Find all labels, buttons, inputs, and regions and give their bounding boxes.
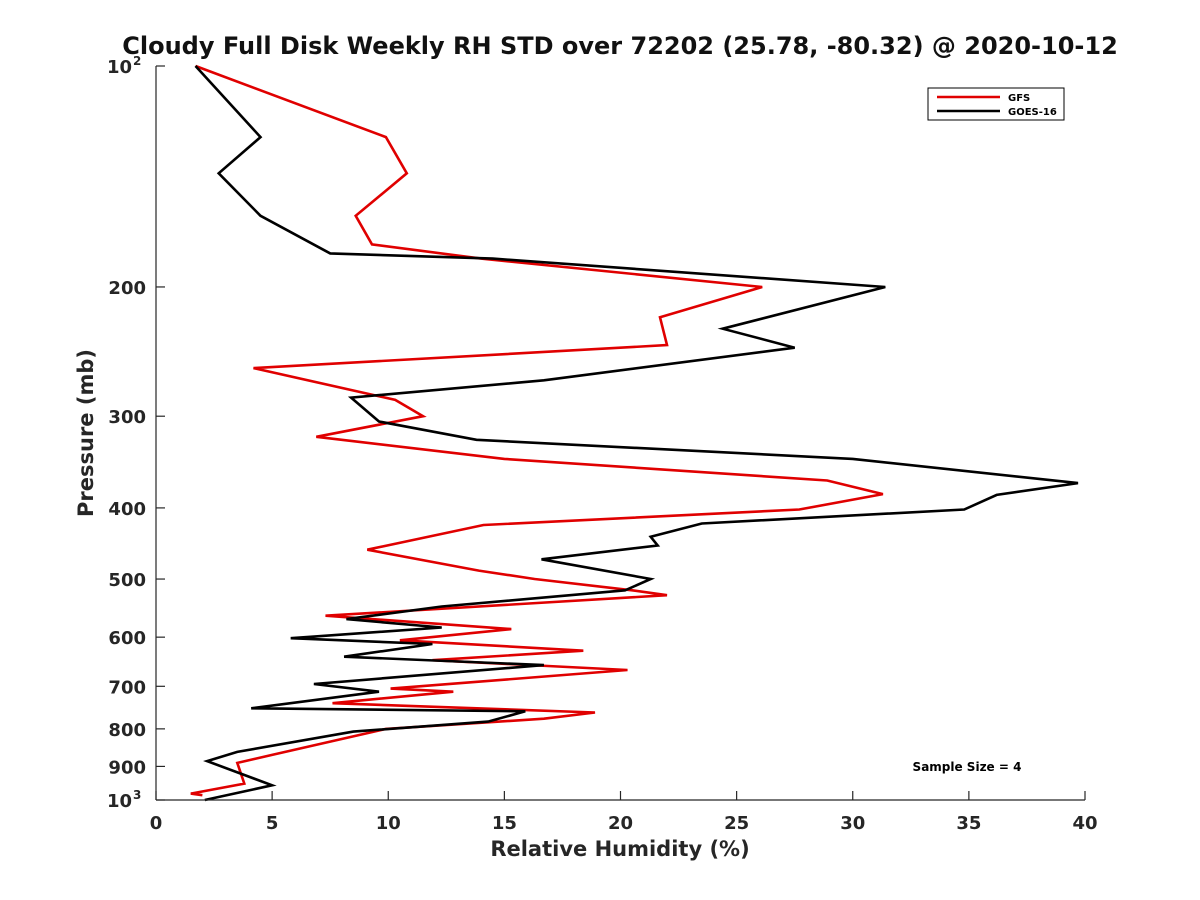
sample-size-annotation: Sample Size = 4 bbox=[913, 760, 1022, 774]
y-axis-label: Pressure (mb) bbox=[74, 349, 98, 517]
legend-label-goes16: GOES-16 bbox=[1008, 107, 1057, 118]
x-tick-label: 5 bbox=[266, 813, 279, 834]
legend-box bbox=[927, 87, 1065, 121]
series-layer bbox=[190, 64, 1079, 802]
y-tick-exponent: 3 bbox=[133, 788, 141, 802]
y-tick-label: 500 bbox=[108, 570, 146, 591]
series-line-goes16 bbox=[194, 65, 1079, 802]
plot-area bbox=[156, 66, 1085, 800]
y-tick-label: 900 bbox=[108, 757, 146, 778]
x-ticks: 0 5 10 15 20 25 30 35 40 bbox=[150, 791, 1098, 834]
legend-label-gfs: GFS bbox=[1008, 93, 1030, 104]
x-tick-label: 30 bbox=[840, 813, 865, 834]
y-tick-label: 10 bbox=[107, 791, 132, 812]
y-tick-label: 800 bbox=[108, 720, 146, 741]
y-tick-label: 200 bbox=[108, 278, 146, 299]
y-tick-label: 700 bbox=[108, 677, 146, 698]
y-tick-exponent: 2 bbox=[133, 54, 141, 68]
chart-title: Cloudy Full Disk Weekly RH STD over 7220… bbox=[122, 32, 1118, 60]
x-tick-label: 10 bbox=[376, 813, 401, 834]
x-tick-label: 0 bbox=[150, 813, 163, 834]
series-line-gfs bbox=[190, 64, 884, 797]
legend: GFS GOES-16 bbox=[927, 87, 1065, 121]
x-tick-label: 35 bbox=[956, 813, 981, 834]
x-tick-label: 20 bbox=[608, 813, 633, 834]
x-tick-label: 15 bbox=[492, 813, 517, 834]
y-tick-label: 10 bbox=[107, 57, 132, 78]
y-tick-label: 400 bbox=[108, 499, 146, 520]
y-tick-label: 600 bbox=[108, 628, 146, 649]
x-tick-label: 25 bbox=[724, 813, 749, 834]
y-tick-label: 300 bbox=[108, 407, 146, 428]
x-axis-label: Relative Humidity (%) bbox=[490, 837, 749, 861]
x-tick-label: 40 bbox=[1072, 813, 1097, 834]
